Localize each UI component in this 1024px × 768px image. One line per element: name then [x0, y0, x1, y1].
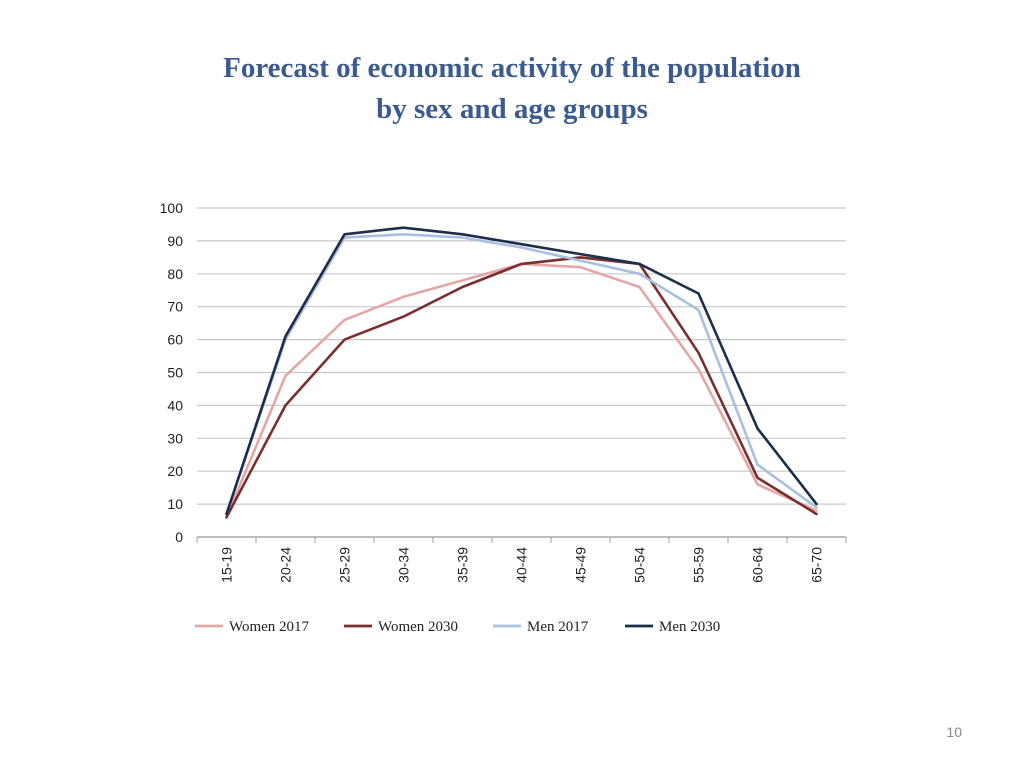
y-tick-label: 60	[167, 332, 183, 348]
y-tick-label: 20	[167, 463, 183, 479]
legend-label-men-2030: Men 2030	[659, 619, 720, 635]
y-tick-label: 70	[167, 299, 183, 315]
y-tick-label: 40	[167, 397, 183, 413]
y-tick-label: 10	[167, 496, 183, 512]
x-tick-label: 45-49	[573, 547, 589, 583]
x-tick-label: 20-24	[278, 547, 294, 583]
y-tick-label: 80	[167, 266, 183, 282]
x-tick-label: 60-64	[750, 547, 766, 583]
y-tick-label: 30	[167, 430, 183, 446]
slide-title: Forecast of economic activity of the pop…	[0, 48, 1024, 130]
y-tick-label: 0	[175, 529, 183, 545]
title-line-1: Forecast of economic activity of the pop…	[223, 52, 801, 84]
x-tick-label: 15-19	[219, 547, 235, 583]
y-tick-label: 50	[167, 365, 183, 381]
x-tick-label: 65-70	[809, 547, 825, 583]
page-number: 10	[946, 724, 962, 740]
x-tick-label: 40-44	[514, 547, 530, 583]
x-tick-label: 50-54	[632, 547, 648, 583]
series-line-men-2030	[225, 226, 818, 516]
x-tick-label: 30-34	[396, 547, 412, 583]
y-tick-label: 100	[160, 200, 184, 216]
legend-label-men-2017: Men 2017	[527, 619, 589, 635]
x-tick-label: 55-59	[691, 547, 707, 583]
series-line-women-2030	[225, 256, 818, 519]
x-tick-label: 25-29	[337, 547, 353, 583]
series-line-men-2017	[225, 233, 818, 516]
legend-label-women-2030: Women 2030	[378, 619, 458, 635]
title-line-2: by sex and age groups	[376, 93, 648, 125]
x-tick-label: 35-39	[455, 547, 471, 583]
legend-label-women-2017: Women 2017	[229, 619, 310, 635]
y-tick-label: 90	[167, 233, 183, 249]
